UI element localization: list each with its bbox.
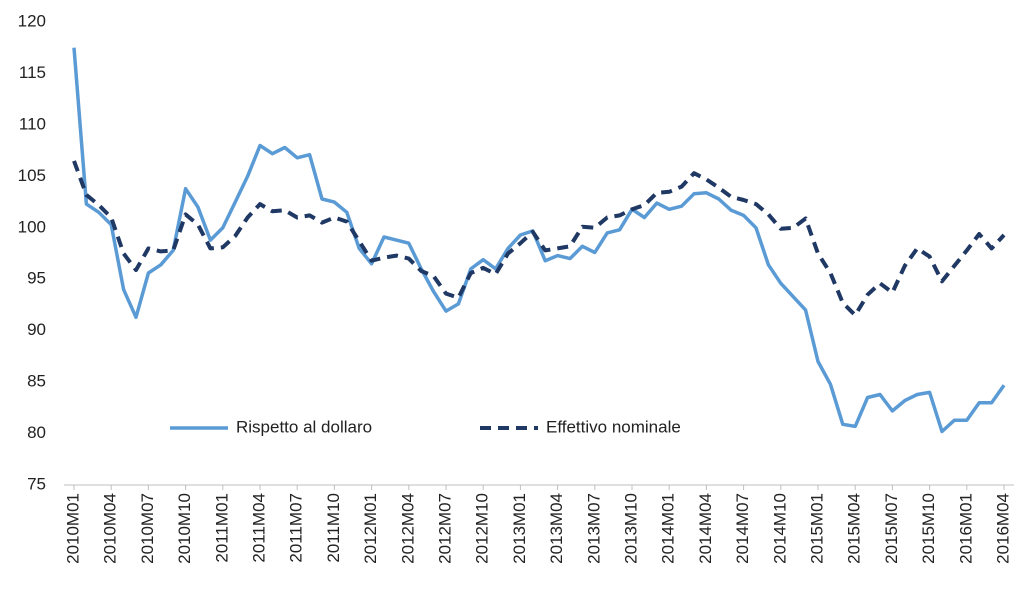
x-tick-label: 2015M01 <box>807 493 826 564</box>
legend-label: Rispetto al dollaro <box>236 417 372 436</box>
y-tick-label: 75 <box>27 474 46 493</box>
x-tick-label: 2012M04 <box>398 493 417 564</box>
x-tick-label: 2014M01 <box>659 493 678 564</box>
x-tick-label: 2015M04 <box>845 493 864 564</box>
x-tick-label: 2013M07 <box>584 493 603 564</box>
x-tick-label: 2012M07 <box>435 493 454 564</box>
x-tick-label: 2014M07 <box>733 493 752 564</box>
x-tick-label: 2011M04 <box>249 493 268 563</box>
x-tick-label: 2010M10 <box>175 493 194 564</box>
series-line <box>72 160 1006 318</box>
y-tick-label: 110 <box>19 114 46 133</box>
y-tick-label: 115 <box>19 63 46 82</box>
x-tick-label: 2015M10 <box>919 493 938 564</box>
x-tick-label: 2016M01 <box>956 493 975 564</box>
x-tick-label: 2016M04 <box>993 493 1012 564</box>
legend-label: Effettivo nominale <box>546 417 681 436</box>
x-tick-label: 2013M10 <box>621 493 640 564</box>
y-tick-label: 85 <box>27 372 46 391</box>
y-tick-label: 100 <box>18 217 46 236</box>
y-tick-label: 105 <box>18 166 46 185</box>
x-tick-label: 2010M07 <box>138 493 157 564</box>
x-tick-label: 2014M04 <box>696 493 715 564</box>
x-tick-label: 2012M01 <box>361 493 380 564</box>
y-tick-label: 120 <box>18 11 46 30</box>
x-tick-label: 2012M10 <box>473 493 492 564</box>
x-tick-label: 2015M07 <box>882 493 901 564</box>
x-tick-label: 2010M04 <box>101 493 120 564</box>
x-tick-label: 2011M07 <box>287 493 306 563</box>
x-tick-label: 2011M01 <box>212 493 231 563</box>
y-tick-label: 80 <box>27 423 46 442</box>
series-line <box>72 47 1006 434</box>
x-tick-label: 2010M01 <box>63 493 82 564</box>
x-tick-label: 2014M10 <box>770 493 789 564</box>
x-tick-label: 2013M01 <box>510 493 529 564</box>
x-tick-label: 2011M10 <box>324 493 343 563</box>
x-tick-label: 2013M04 <box>547 493 566 564</box>
y-tick-label: 90 <box>27 320 46 339</box>
y-tick-label: 95 <box>27 269 46 288</box>
